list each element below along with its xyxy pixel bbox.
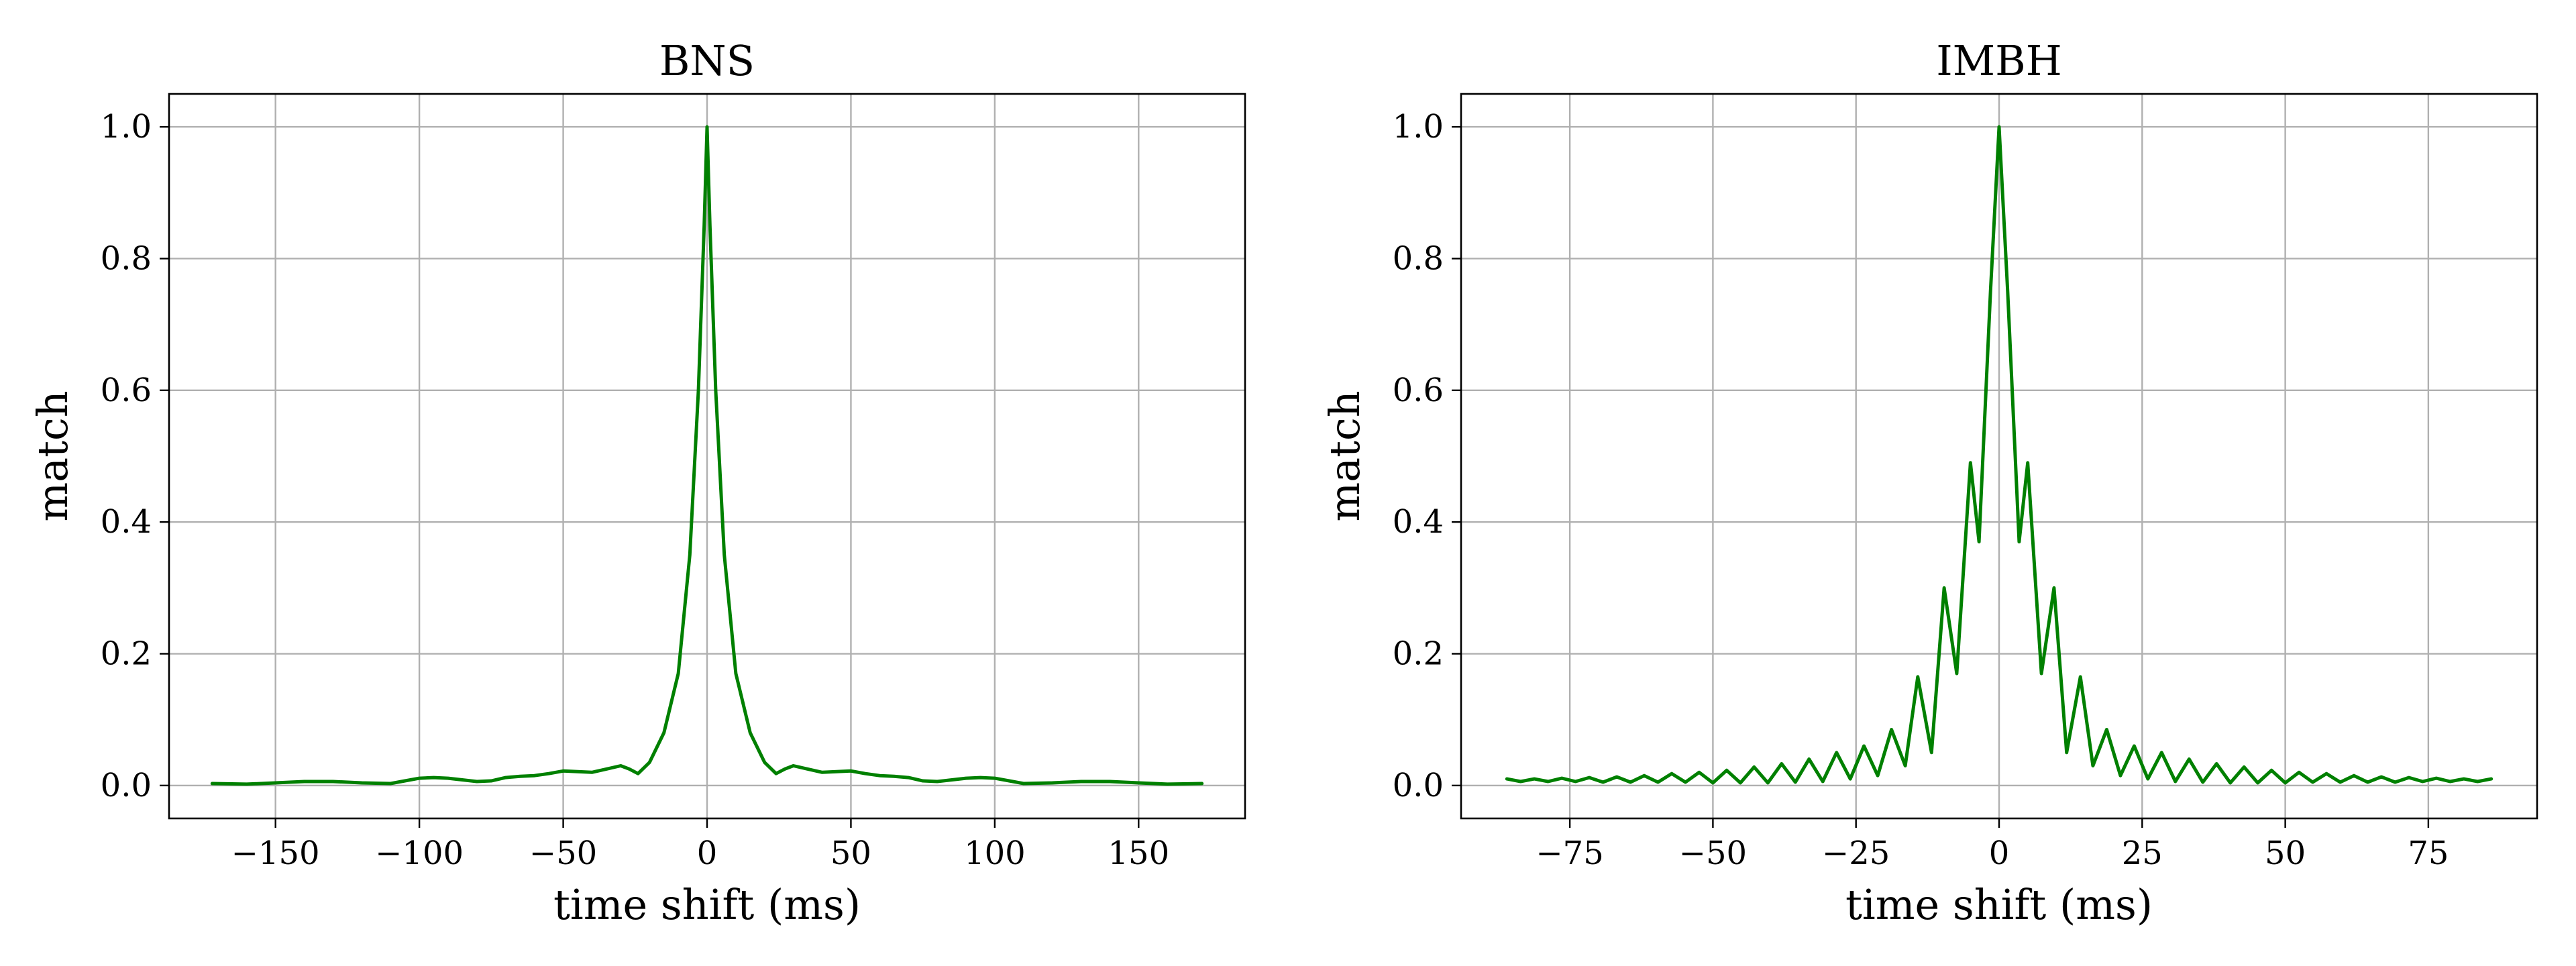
x-tick-label: 0 xyxy=(697,835,718,872)
y-tick-label: 0.2 xyxy=(101,635,152,673)
x-tick-label: 75 xyxy=(2408,835,2449,872)
x-tick-label: −25 xyxy=(1822,835,1890,872)
x-tick-label: −75 xyxy=(1536,835,1603,872)
bns-panel: −150 −100 −50 0 50 100 150 0.0 0.2 0.4 0.6 0.8 1.0 BN… xyxy=(28,36,1246,929)
x-axis-label: time shift (ms) xyxy=(553,880,861,929)
x-tick-label: 50 xyxy=(830,835,871,872)
series-line xyxy=(210,125,1204,786)
x-tick-label: 0 xyxy=(1989,835,2010,872)
y-tick-label: 1.0 xyxy=(101,108,152,146)
y-axis-label: match xyxy=(28,390,77,521)
y-tick-label: 0.2 xyxy=(1393,635,1444,673)
y-tick-label: 0.6 xyxy=(101,372,152,409)
x-axis-label: time shift (ms) xyxy=(1845,880,2153,929)
chart-title: IMBH xyxy=(1936,36,2062,85)
imbh-panel: −75 −50 −25 0 25 50 75 0.0 0.2 0.4 0.6 0.8 1.0 IMBH ti… xyxy=(1320,36,2538,929)
y-tick-label: 0.0 xyxy=(101,767,152,804)
y-tick-label: 1.0 xyxy=(1393,108,1444,146)
series-line xyxy=(1505,125,2493,785)
x-tick-label: −50 xyxy=(529,835,597,872)
x-tick-label: −100 xyxy=(375,835,464,872)
x-tick-label: −150 xyxy=(231,835,320,872)
x-tick-label: 150 xyxy=(1108,835,1170,872)
y-tick-label: 0.6 xyxy=(1393,372,1444,409)
x-tick-label: 25 xyxy=(2122,835,2163,872)
y-tick-label: 0.4 xyxy=(1393,503,1444,541)
y-tick-label: 0.0 xyxy=(1393,767,1444,804)
chart-title: BNS xyxy=(659,36,755,85)
y-tick-label: 0.8 xyxy=(1393,239,1444,277)
x-tick-label: −50 xyxy=(1679,835,1747,872)
y-tick-label: 0.8 xyxy=(101,239,152,277)
y-axis-label: match xyxy=(1320,390,1369,521)
y-tick-label: 0.4 xyxy=(101,503,152,541)
x-tick-label: 50 xyxy=(2265,835,2306,872)
x-tick-label: 100 xyxy=(964,835,1026,872)
